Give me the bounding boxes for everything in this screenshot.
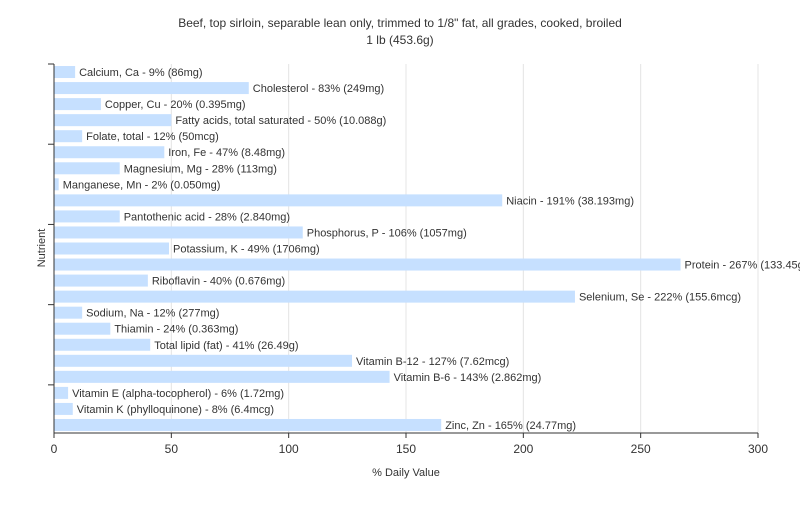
bar <box>54 338 151 351</box>
bar-label: Niacin - 191% (38.193mg) <box>506 195 634 207</box>
bar-label: Fatty acids, total saturated - 50% (10.0… <box>175 115 386 127</box>
bar <box>54 386 69 399</box>
bar-label: Phosphorus, P - 106% (1057mg) <box>307 227 467 239</box>
bar-label: Folate, total - 12% (50mcg) <box>86 131 219 143</box>
bar <box>54 274 148 287</box>
bar <box>54 322 111 335</box>
bar <box>54 402 73 415</box>
bar <box>54 290 575 303</box>
bar-label: Potassium, K - 49% (1706mg) <box>173 244 320 256</box>
bar <box>54 114 172 127</box>
x-tick-label: 250 <box>631 442 651 456</box>
bar <box>54 226 303 239</box>
x-tick-label: 150 <box>396 442 416 456</box>
bar-label: Pantothenic acid - 28% (2.840mg) <box>124 211 290 223</box>
bars <box>54 66 681 431</box>
bar <box>54 162 120 175</box>
bar-label: Copper, Cu - 20% (0.395mg) <box>105 99 246 111</box>
bar <box>54 178 59 191</box>
bar <box>54 370 390 383</box>
x-tick-label: 300 <box>748 442 768 456</box>
x-tick-label: 200 <box>513 442 533 456</box>
bar <box>54 98 101 111</box>
bar-label: Vitamin B-12 - 127% (7.62mcg) <box>356 356 509 368</box>
bar <box>54 210 120 223</box>
x-tick-label: 50 <box>165 442 179 456</box>
bar-label: Manganese, Mn - 2% (0.050mg) <box>63 179 221 191</box>
bar-label: Magnesium, Mg - 28% (113mg) <box>124 163 277 175</box>
bar-label: Zinc, Zn - 165% (24.77mg) <box>445 420 576 432</box>
chart-title: Beef, top sirloin, separable lean only, … <box>178 16 622 30</box>
bar <box>54 354 353 367</box>
bar-label: Protein - 267% (133.45g) <box>685 260 800 272</box>
bar-label: Selenium, Se - 222% (155.6mcg) <box>579 292 741 304</box>
y-axis-label: Nutrient <box>36 229 48 268</box>
x-tick-label: 0 <box>51 442 58 456</box>
bar <box>54 306 83 319</box>
bar <box>54 82 249 95</box>
bar-label: Total lipid (fat) - 41% (26.49g) <box>154 340 298 352</box>
bar-label: Calcium, Ca - 9% (86mg) <box>79 67 202 79</box>
axes: 0 50 100 150 200 250 300 <box>48 63 768 456</box>
bar-label: Sodium, Na - 12% (277mg) <box>86 308 219 320</box>
bar <box>54 66 76 79</box>
bar-label: Thiamin - 24% (0.363mg) <box>114 324 238 336</box>
bar <box>54 146 165 159</box>
bar-label: Vitamin E (alpha-tocopherol) - 6% (1.72m… <box>72 388 284 400</box>
chart-subtitle: 1 lb (453.6g) <box>366 33 433 47</box>
bar-label: Cholesterol - 83% (249mg) <box>253 83 384 95</box>
bar-label: Iron, Fe - 47% (8.48mg) <box>168 147 285 159</box>
bar <box>54 418 442 431</box>
x-tick-label: 100 <box>279 442 299 456</box>
x-axis-label: % Daily Value <box>372 467 440 479</box>
bar-label: Vitamin K (phylloquinone) - 8% (6.4mcg) <box>77 404 274 416</box>
bar <box>54 194 503 207</box>
bar-labels: Calcium, Ca - 9% (86mg) Cholesterol - 83%… <box>63 67 800 432</box>
bar <box>54 258 681 271</box>
bar-label: Riboflavin - 40% (0.676mg) <box>152 276 285 288</box>
bar <box>54 130 83 143</box>
bar-label: Vitamin B-6 - 143% (2.862mg) <box>394 372 542 384</box>
bar <box>54 242 169 255</box>
